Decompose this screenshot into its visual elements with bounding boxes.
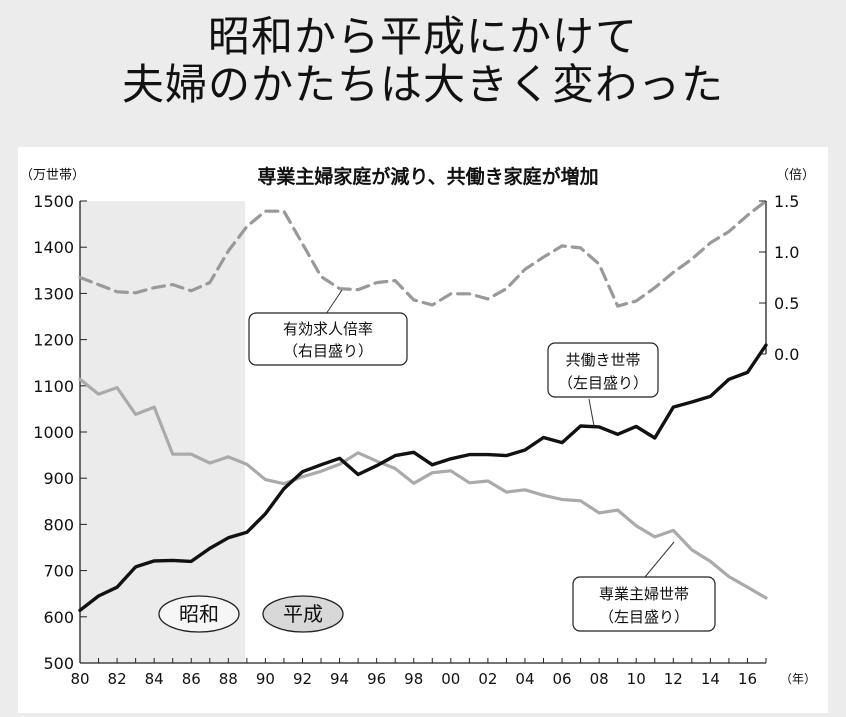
- chart-title: 専業主婦家庭が減り、共働き家庭が増加: [257, 165, 598, 188]
- x-tick-label: 90: [256, 670, 275, 688]
- right-axis-ticks: 0.0 0.5 1.0 1.5: [759, 192, 799, 364]
- x-axis-ticks: 80 82 84 86 88 90 92 94 96 98 00 02 04 06 08 10 12 14 16: [70, 658, 767, 688]
- chart-panel: 専業主婦家庭が減り、共働き家庭が増加 （万世帯） （倍） （年） 500 600 7…: [18, 147, 828, 713]
- x-tick-label: 88: [219, 670, 238, 688]
- x-tick-label: 94: [330, 670, 349, 688]
- x-tick-label: 08: [590, 670, 609, 688]
- showa-label: 昭和: [179, 602, 219, 626]
- left-tick-label: 1400: [33, 238, 74, 257]
- left-axis-unit: （万世帯）: [20, 168, 85, 183]
- x-tick-label: 92: [293, 670, 312, 688]
- callout-job-ratio-axis: （右目盛り）: [283, 342, 373, 360]
- x-tick-label: 12: [664, 670, 683, 688]
- x-tick-label: 86: [182, 670, 201, 688]
- right-tick-label: 0.5: [774, 294, 799, 313]
- right-tick-label: 1.5: [774, 192, 799, 211]
- left-axis-ticks: 500 600 700 800 900 1000 1100 1200 1300 1400 1500: [33, 192, 87, 673]
- x-tick-label: 98: [404, 670, 423, 688]
- callout-dual-income-name: 共働き世帯: [565, 351, 640, 369]
- headline-line-1: 昭和から平成にかけて: [207, 12, 638, 61]
- x-tick-label: 82: [108, 670, 127, 688]
- x-tick-label: 04: [515, 670, 534, 688]
- left-tick-label: 1200: [33, 331, 74, 350]
- callout-housewife-axis: （左目盛り）: [599, 608, 689, 626]
- left-tick-label: 1100: [33, 377, 74, 396]
- x-tick-label: 16: [738, 670, 757, 688]
- headline-line-2: 夫婦のかたちは大きく変わった: [121, 60, 724, 109]
- chart-svg: 専業主婦家庭が減り、共働き家庭が増加 （万世帯） （倍） （年） 500 600 7…: [20, 165, 816, 688]
- right-axis-unit: （倍）: [776, 168, 815, 183]
- callout-job-ratio: 有効求人倍率 （右目盛り）: [248, 289, 408, 366]
- x-tick-label: 02: [478, 670, 497, 688]
- left-tick-label: 500: [43, 654, 74, 673]
- x-tick-label: 84: [145, 670, 164, 688]
- callout-dual-income: 共働き世帯 （左目盛り）: [547, 342, 659, 427]
- heisei-label: 平成: [283, 602, 323, 626]
- x-tick-label: 96: [367, 670, 386, 688]
- left-tick-label: 1500: [33, 192, 74, 211]
- callout-dual-income-axis: （左目盛り）: [558, 374, 648, 392]
- housewife-line: [78, 377, 768, 600]
- left-tick-label: 800: [43, 515, 74, 534]
- callout-housewife: 専業主婦世帯 （左目盛り）: [572, 541, 716, 632]
- x-tick-label: 80: [70, 670, 89, 688]
- x-tick-label: 00: [441, 670, 460, 688]
- job-ratio-line: [78, 199, 768, 308]
- callout-housewife-name: 専業主婦世帯: [599, 585, 689, 603]
- x-tick-label: 14: [701, 670, 720, 688]
- left-tick-label: 1300: [33, 284, 74, 303]
- dual-income-line: [78, 343, 768, 612]
- callout-job-ratio-name: 有効求人倍率: [283, 320, 373, 338]
- era-labels: 昭和 平成: [158, 595, 344, 633]
- x-axis-unit: （年）: [780, 672, 816, 686]
- left-tick-label: 700: [43, 562, 74, 581]
- right-tick-label: 0.0: [774, 345, 799, 364]
- showa-badge: [158, 595, 240, 633]
- left-tick-label: 1000: [33, 423, 74, 442]
- left-tick-label: 600: [43, 608, 74, 627]
- heisei-badge: [262, 595, 344, 633]
- series-layer: [78, 199, 768, 612]
- left-tick-label: 900: [43, 469, 74, 488]
- x-tick-label: 06: [553, 670, 572, 688]
- right-tick-label: 1.0: [774, 243, 799, 262]
- x-tick-label: 10: [627, 670, 646, 688]
